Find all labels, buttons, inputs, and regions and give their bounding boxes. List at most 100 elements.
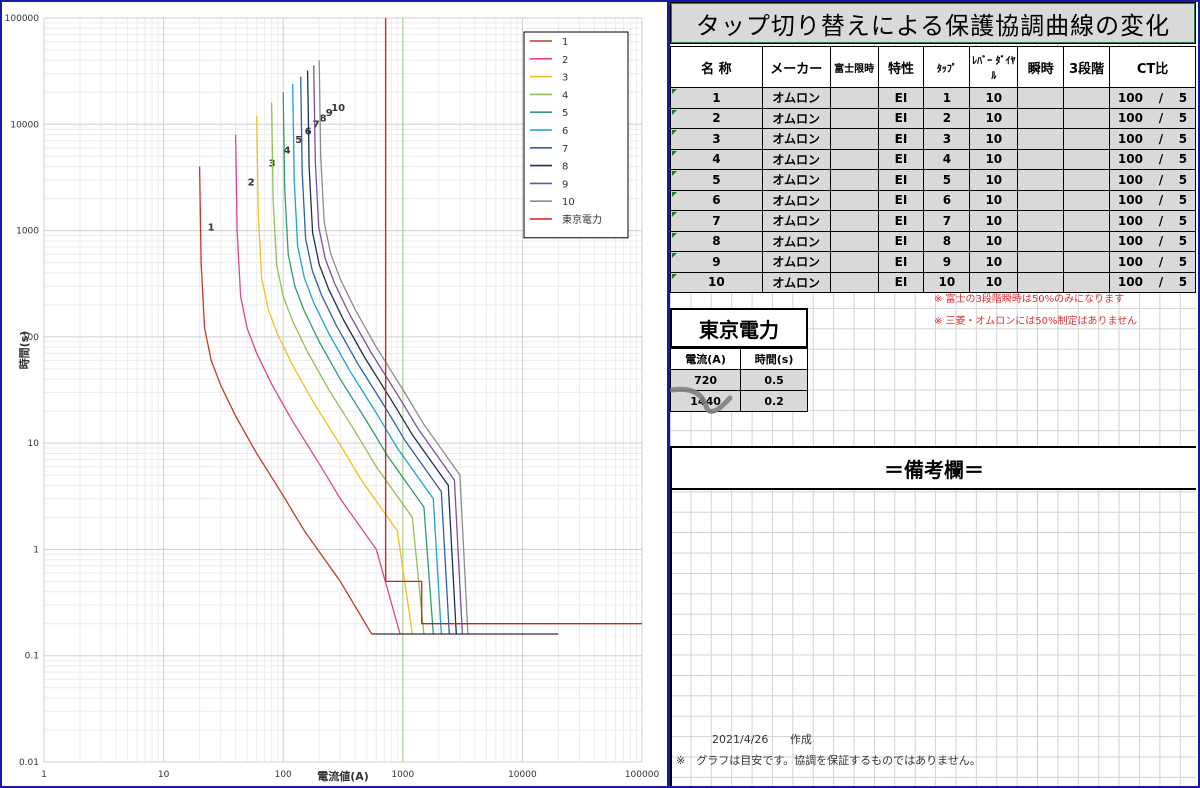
row-ct-ratio[interactable]: 100 / 5 (1109, 230, 1196, 252)
row-fuji-time[interactable] (829, 189, 879, 211)
legend-entry[interactable]: 1 (562, 37, 568, 48)
header-tap[interactable]: ﾀｯﾌﾟ (923, 46, 971, 88)
row-instant[interactable] (1017, 169, 1065, 191)
row-tap[interactable]: 1 (923, 87, 971, 109)
row-lever[interactable]: 10 (969, 210, 1019, 232)
row-lever[interactable]: 10 (969, 87, 1019, 109)
row-instant[interactable] (1017, 210, 1065, 232)
row-ct-ratio[interactable]: 100 / 5 (1109, 189, 1196, 211)
legend-entry[interactable]: 2 (562, 55, 568, 66)
row-fuji-time[interactable] (829, 87, 879, 109)
row-characteristic[interactable]: EI (877, 271, 925, 293)
row-characteristic[interactable]: EI (877, 230, 925, 252)
legend-entry[interactable]: 9 (562, 179, 568, 190)
row-tap[interactable]: 9 (923, 251, 971, 273)
row-name[interactable]: 5 (670, 169, 763, 191)
row-name[interactable]: 6 (670, 189, 763, 211)
row-lever[interactable]: 10 (969, 148, 1019, 170)
series-line-5[interactable] (282, 92, 434, 635)
row-characteristic[interactable]: EI (877, 189, 925, 211)
row-name[interactable]: 10 (670, 271, 763, 293)
x-axis-title[interactable]: 電流値(A) (317, 769, 369, 783)
row-instant[interactable] (1017, 251, 1065, 273)
y-axis-title[interactable]: 時間(s) (17, 331, 31, 370)
row-lever[interactable]: 10 (969, 189, 1019, 211)
row-three-stage[interactable] (1063, 169, 1111, 191)
row-fuji-time[interactable] (829, 271, 879, 293)
row-lever[interactable]: 10 (969, 251, 1019, 273)
row-maker[interactable]: オムロン (761, 189, 831, 211)
series-line-7[interactable] (300, 76, 450, 635)
legend-entry[interactable]: 4 (562, 90, 568, 101)
legend-entry[interactable]: 東京電力 (562, 213, 602, 226)
row-lever[interactable]: 10 (969, 107, 1019, 129)
row-fuji-time[interactable] (829, 107, 879, 129)
disclaimer[interactable]: ※ グラフは目安です。協調を保証するものではありません。 (676, 754, 981, 767)
row-three-stage[interactable] (1063, 87, 1111, 109)
row-lever[interactable]: 10 (969, 230, 1019, 252)
row-maker[interactable]: オムロン (761, 271, 831, 293)
row-ct-ratio[interactable]: 100 / 5 (1109, 210, 1196, 232)
row-tap[interactable]: 5 (923, 169, 971, 191)
row-ct-ratio[interactable]: 100 / 5 (1109, 87, 1196, 109)
row-three-stage[interactable] (1063, 210, 1111, 232)
row-instant[interactable] (1017, 230, 1065, 252)
row-maker[interactable]: オムロン (761, 169, 831, 191)
row-characteristic[interactable]: EI (877, 87, 925, 109)
row-tap[interactable]: 3 (923, 128, 971, 150)
note-mitsubishi-omron[interactable]: ※ 三菱・オムロンには50%制定はありません (934, 316, 1138, 327)
row-ct-ratio[interactable]: 100 / 5 (1109, 271, 1196, 293)
row-fuji-time[interactable] (829, 251, 879, 273)
row-instant[interactable] (1017, 148, 1065, 170)
row-characteristic[interactable]: EI (877, 210, 925, 232)
series-line-6[interactable] (292, 83, 442, 635)
tepco-header-time[interactable]: 時間(s) (740, 348, 808, 370)
row-characteristic[interactable]: EI (877, 148, 925, 170)
row-name[interactable]: 2 (670, 107, 763, 129)
row-instant[interactable] (1017, 87, 1065, 109)
row-tap[interactable]: 10 (923, 271, 971, 293)
row-three-stage[interactable] (1063, 251, 1111, 273)
row-ct-ratio[interactable]: 100 / 5 (1109, 148, 1196, 170)
row-ct-ratio[interactable]: 100 / 5 (1109, 169, 1196, 191)
row-three-stage[interactable] (1063, 271, 1111, 293)
row-maker[interactable]: オムロン (761, 251, 831, 273)
row-ct-ratio[interactable]: 100 / 5 (1109, 128, 1196, 150)
header-maker[interactable]: メーカー (761, 46, 831, 88)
row-instant[interactable] (1017, 189, 1065, 211)
row-maker[interactable]: オムロン (761, 107, 831, 129)
row-lever[interactable]: 10 (969, 271, 1019, 293)
row-characteristic[interactable]: EI (877, 128, 925, 150)
row-fuji-time[interactable] (829, 210, 879, 232)
series-line-3[interactable] (256, 115, 413, 635)
header-instant[interactable]: 瞬時 (1017, 46, 1065, 88)
series-line-1[interactable] (198, 166, 373, 635)
series-line-9[interactable] (313, 65, 464, 635)
series-line-2[interactable] (234, 134, 401, 635)
panel-divider[interactable] (667, 2, 670, 786)
series-line-11[interactable] (385, 18, 642, 625)
created-note[interactable]: 2021/4/26 作成 (712, 731, 812, 747)
row-three-stage[interactable] (1063, 189, 1111, 211)
tepco-time-2[interactable]: 0.2 (740, 390, 808, 412)
header-three-stage[interactable]: 3段階 (1063, 46, 1111, 88)
row-fuji-time[interactable] (829, 230, 879, 252)
row-tap[interactable]: 7 (923, 210, 971, 232)
row-fuji-time[interactable] (829, 169, 879, 191)
legend-entry[interactable]: 5 (562, 108, 568, 119)
tcc-chart[interactable]: 1 10 100 1000 10000 100000 0.01 0.1 1 10 100 1000 10… (2, 2, 667, 786)
row-characteristic[interactable]: EI (877, 169, 925, 191)
header-name[interactable]: 名 称 (670, 46, 763, 88)
row-three-stage[interactable] (1063, 230, 1111, 252)
row-name[interactable]: 1 (670, 87, 763, 109)
row-name[interactable]: 9 (670, 251, 763, 273)
tepco-time-1[interactable]: 0.5 (740, 369, 808, 391)
series-line-8[interactable] (306, 70, 457, 635)
row-tap[interactable]: 2 (923, 107, 971, 129)
row-lever[interactable]: 10 (969, 128, 1019, 150)
legend-entry[interactable]: 7 (562, 144, 568, 155)
row-name[interactable]: 7 (670, 210, 763, 232)
series-line-4[interactable] (270, 102, 425, 635)
row-three-stage[interactable] (1063, 148, 1111, 170)
legend-entry[interactable]: 6 (562, 126, 568, 137)
